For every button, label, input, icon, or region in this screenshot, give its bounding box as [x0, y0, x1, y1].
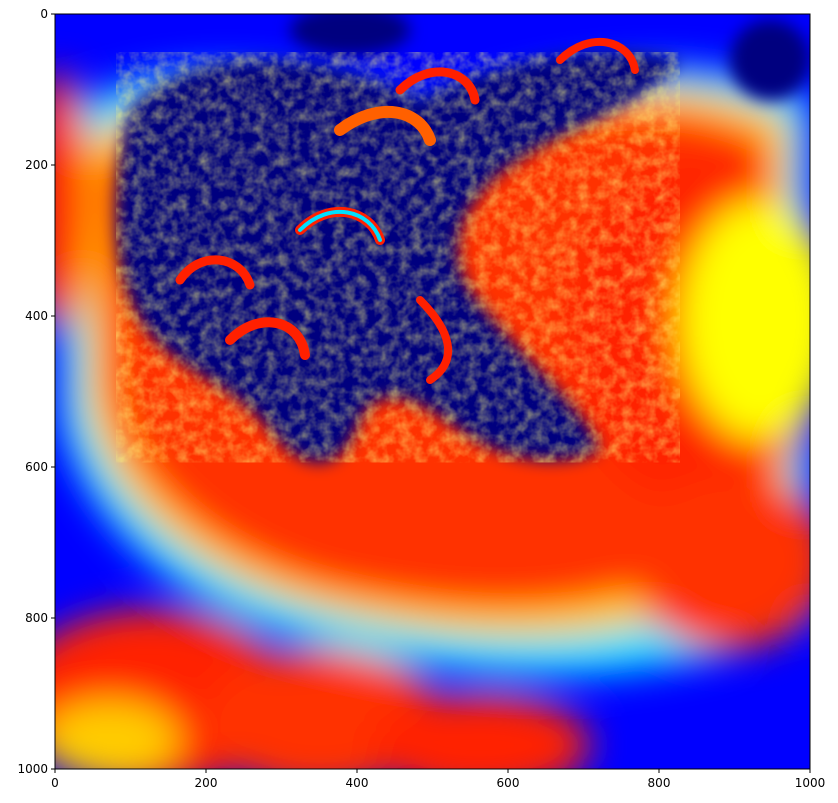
x-tick-label: 200: [195, 776, 218, 790]
fractal-image: [55, 14, 810, 769]
y-tick-label: 200: [25, 158, 48, 172]
axes-frame: [54, 13, 811, 770]
x-tick-label: 400: [346, 776, 369, 790]
x-tick-label: 0: [51, 776, 59, 790]
x-tick-label: 1000: [795, 776, 826, 790]
y-tick-label: 600: [25, 460, 48, 474]
y-axis-ticks: 0 200 400 600 800 1000: [17, 7, 55, 776]
y-tick-label: 400: [25, 309, 48, 323]
y-tick-label: 1000: [17, 762, 48, 776]
x-tick-label: 800: [648, 776, 671, 790]
y-tick-label: 800: [25, 611, 48, 625]
y-tick-label: 0: [40, 7, 48, 21]
x-tick-label: 600: [497, 776, 520, 790]
x-axis-ticks: 0 200 400 600 800 1000: [51, 769, 825, 790]
